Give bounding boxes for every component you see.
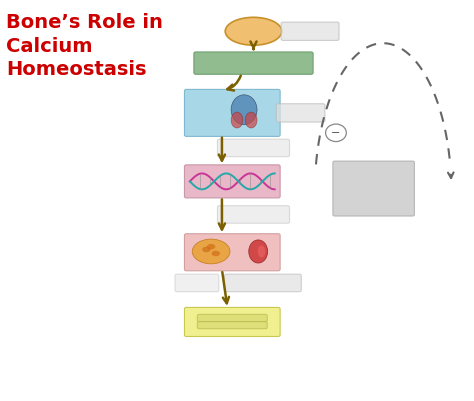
Ellipse shape	[231, 95, 257, 125]
FancyBboxPatch shape	[225, 274, 301, 292]
Ellipse shape	[207, 244, 215, 249]
FancyBboxPatch shape	[276, 104, 325, 122]
FancyBboxPatch shape	[184, 308, 280, 336]
Ellipse shape	[202, 247, 210, 252]
FancyBboxPatch shape	[184, 165, 280, 198]
FancyBboxPatch shape	[197, 322, 267, 329]
Ellipse shape	[249, 240, 268, 263]
FancyBboxPatch shape	[197, 314, 267, 322]
Text: −: −	[331, 128, 341, 138]
FancyBboxPatch shape	[218, 206, 290, 223]
Text: Bone’s Role in
Calcium
Homeostasis: Bone’s Role in Calcium Homeostasis	[6, 13, 163, 79]
FancyBboxPatch shape	[184, 89, 280, 136]
FancyBboxPatch shape	[333, 161, 414, 216]
Circle shape	[326, 124, 346, 142]
FancyBboxPatch shape	[175, 274, 219, 292]
Ellipse shape	[231, 112, 243, 128]
Ellipse shape	[225, 17, 282, 45]
Ellipse shape	[258, 245, 265, 257]
Ellipse shape	[192, 239, 230, 264]
FancyBboxPatch shape	[281, 22, 339, 41]
FancyBboxPatch shape	[194, 52, 313, 74]
FancyBboxPatch shape	[184, 234, 280, 271]
Ellipse shape	[245, 112, 257, 128]
FancyBboxPatch shape	[218, 139, 290, 157]
Ellipse shape	[211, 251, 220, 256]
